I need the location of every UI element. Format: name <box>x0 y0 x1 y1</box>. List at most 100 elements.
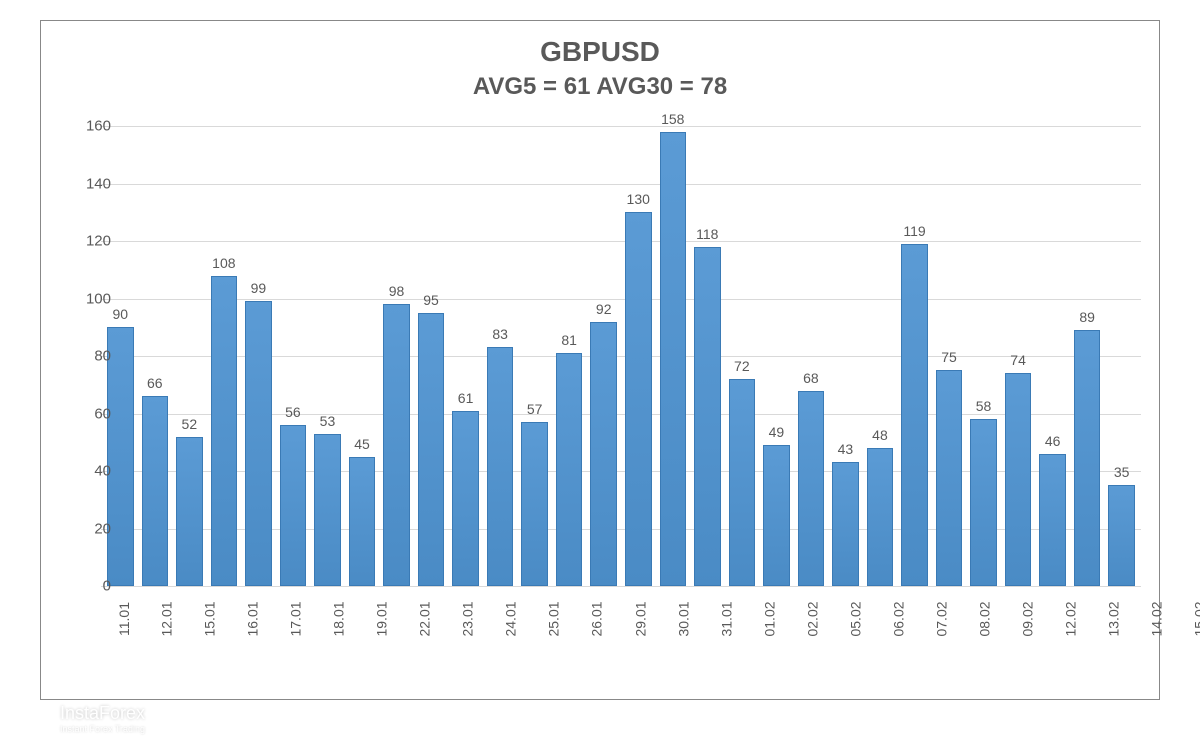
bar-wrapper: 43 <box>832 126 859 586</box>
bar-value-label: 45 <box>354 436 370 452</box>
x-axis-label: 31.01 <box>718 601 734 636</box>
bar-wrapper: 58 <box>970 126 997 586</box>
x-axis-label: 30.01 <box>675 601 691 636</box>
x-axis-label: 08.02 <box>976 601 992 636</box>
x-axis-label: 29.01 <box>632 601 648 636</box>
bar-value-label: 35 <box>1114 464 1130 480</box>
x-axis-label: 25.01 <box>546 601 562 636</box>
bar: 90 <box>107 327 134 586</box>
bar-value-label: 158 <box>661 111 684 127</box>
y-axis-label: 120 <box>86 233 111 250</box>
bar: 81 <box>556 353 583 586</box>
bar: 119 <box>901 244 928 586</box>
bar-wrapper: 75 <box>936 126 963 586</box>
bar-wrapper: 99 <box>245 126 272 586</box>
bar: 92 <box>590 322 617 587</box>
bar-wrapper: 95 <box>418 126 445 586</box>
bar-value-label: 61 <box>458 390 474 406</box>
bar-value-label: 99 <box>251 280 267 296</box>
x-axis-label: 17.01 <box>288 601 304 636</box>
bar-value-label: 108 <box>212 255 235 271</box>
bar-value-label: 75 <box>941 349 957 365</box>
x-axis-label: 13.02 <box>1106 601 1122 636</box>
x-axis-label: 09.02 <box>1019 601 1035 636</box>
bar: 48 <box>867 448 894 586</box>
bar: 95 <box>418 313 445 586</box>
bar: 130 <box>625 212 652 586</box>
x-axis-labels: 11.0112.0115.0116.0117.0118.0119.0122.01… <box>101 591 1141 607</box>
watermark: InstaForex Instant Forex Trading <box>20 702 145 734</box>
x-axis-label: 16.01 <box>245 601 261 636</box>
bar-value-label: 49 <box>769 424 785 440</box>
bar-wrapper: 130 <box>625 126 652 586</box>
bar-value-label: 57 <box>527 401 543 417</box>
x-axis-label: 14.02 <box>1149 601 1165 636</box>
bar: 61 <box>452 411 479 586</box>
x-axis-label: 15.02 <box>1192 601 1200 636</box>
bar: 43 <box>832 462 859 586</box>
bar-value-label: 92 <box>596 301 612 317</box>
bar-value-label: 98 <box>389 283 405 299</box>
x-axis-label: 12.01 <box>159 601 175 636</box>
bar-wrapper: 119 <box>901 126 928 586</box>
bar: 35 <box>1108 485 1135 586</box>
bars-container: 9066521089956534598956183578192130158118… <box>101 126 1141 586</box>
bar-value-label: 72 <box>734 358 750 374</box>
bar-wrapper: 46 <box>1039 126 1066 586</box>
watermark-text: InstaForex Instant Forex Trading <box>60 703 145 734</box>
bar-wrapper: 48 <box>867 126 894 586</box>
y-axis-label: 80 <box>94 348 111 365</box>
chart-subtitle: AVG5 = 61 AVG30 = 78 <box>41 73 1159 101</box>
bar: 118 <box>694 247 721 586</box>
bar-value-label: 81 <box>561 332 577 348</box>
bar-wrapper: 49 <box>763 126 790 586</box>
x-axis-label: 19.01 <box>374 601 390 636</box>
bar-value-label: 90 <box>112 306 128 322</box>
x-axis-label: 26.01 <box>589 601 605 636</box>
bar-wrapper: 108 <box>211 126 238 586</box>
x-axis-label: 05.02 <box>847 601 863 636</box>
bar-value-label: 68 <box>803 370 819 386</box>
x-axis-label: 18.01 <box>331 601 347 636</box>
bar-wrapper: 52 <box>176 126 203 586</box>
x-axis-label: 15.01 <box>202 601 218 636</box>
bar: 57 <box>521 422 548 586</box>
y-axis-label: 160 <box>86 118 111 135</box>
bar-wrapper: 57 <box>521 126 548 586</box>
x-axis-label: 01.02 <box>761 601 777 636</box>
chart-title: GBPUSD <box>41 36 1159 68</box>
y-axis-label: 20 <box>94 520 111 537</box>
x-axis-label: 12.02 <box>1063 601 1079 636</box>
bar-value-label: 43 <box>838 441 854 457</box>
y-axis-label: 40 <box>94 463 111 480</box>
bar: 56 <box>280 425 307 586</box>
x-axis-label: 24.01 <box>503 601 519 636</box>
bar: 99 <box>245 301 272 586</box>
bar-wrapper: 81 <box>556 126 583 586</box>
y-axis-label: 140 <box>86 175 111 192</box>
bar-value-label: 130 <box>627 191 650 207</box>
y-axis-label: 100 <box>86 290 111 307</box>
x-axis-label: 22.01 <box>417 601 433 636</box>
bar: 98 <box>383 304 410 586</box>
instaforex-logo-icon <box>20 702 52 734</box>
bar: 66 <box>142 396 169 586</box>
x-axis-label: 06.02 <box>890 601 906 636</box>
bar-wrapper: 53 <box>314 126 341 586</box>
bar-wrapper: 66 <box>142 126 169 586</box>
bar-value-label: 83 <box>492 326 508 342</box>
bar-value-label: 89 <box>1079 309 1095 325</box>
bar-value-label: 58 <box>976 398 992 414</box>
bar-wrapper: 35 <box>1108 126 1135 586</box>
bar-value-label: 119 <box>903 223 925 239</box>
watermark-tagline: Instant Forex Trading <box>60 724 145 734</box>
watermark-brand: InstaForex <box>60 703 145 724</box>
bar: 158 <box>660 132 687 586</box>
bar-wrapper: 68 <box>798 126 825 586</box>
bar: 58 <box>970 419 997 586</box>
bar-wrapper: 74 <box>1005 126 1032 586</box>
bar-wrapper: 98 <box>383 126 410 586</box>
bar-value-label: 56 <box>285 404 301 420</box>
bar-wrapper: 92 <box>590 126 617 586</box>
bar-wrapper: 61 <box>452 126 479 586</box>
